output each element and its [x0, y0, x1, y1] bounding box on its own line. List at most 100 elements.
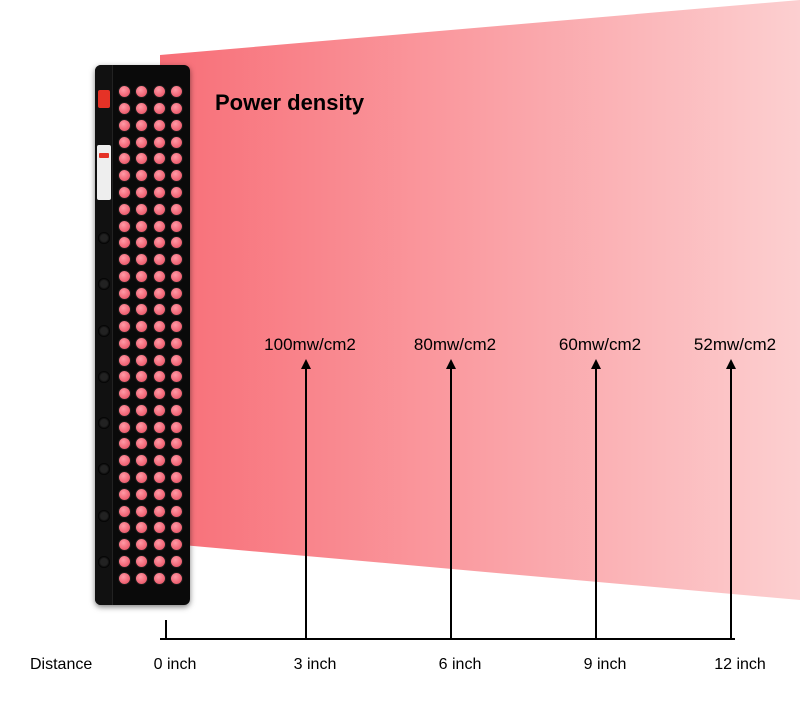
led-icon: [118, 437, 131, 450]
distance-axis-label: Distance: [30, 656, 92, 674]
distance-axis-line: [160, 638, 735, 640]
led-icon: [118, 555, 131, 568]
vent-icon: [98, 232, 110, 244]
led-icon: [118, 370, 131, 383]
led-icon: [118, 186, 131, 199]
led-icon: [135, 119, 148, 132]
led-icon: [170, 387, 183, 400]
led-icon: [118, 236, 131, 249]
led-icon: [153, 437, 166, 450]
led-icon: [135, 505, 148, 518]
chart-title: Power density: [215, 90, 364, 116]
led-icon: [153, 404, 166, 417]
led-icon: [153, 102, 166, 115]
led-icon: [135, 253, 148, 266]
led-icon: [135, 186, 148, 199]
led-icon: [118, 505, 131, 518]
led-icon: [170, 421, 183, 434]
led-icon: [170, 555, 183, 568]
vent-icon: [98, 371, 110, 383]
led-icon: [135, 136, 148, 149]
led-icon: [170, 152, 183, 165]
axis-tick: [165, 620, 167, 638]
arrowhead-icon: [726, 359, 736, 369]
led-icon: [118, 85, 131, 98]
led-icon: [118, 387, 131, 400]
led-icon: [153, 203, 166, 216]
led-icon: [170, 270, 183, 283]
led-icon: [153, 370, 166, 383]
distance-value: 12 inch: [714, 656, 766, 674]
side-vents: [95, 215, 113, 585]
led-icon: [118, 152, 131, 165]
led-icon: [170, 220, 183, 233]
led-icon: [170, 521, 183, 534]
led-icon: [170, 236, 183, 249]
led-icon: [153, 471, 166, 484]
distance-value: 3 inch: [294, 656, 337, 674]
led-icon: [170, 85, 183, 98]
distance-value: 9 inch: [584, 656, 627, 674]
led-icon: [118, 354, 131, 367]
led-icon: [170, 538, 183, 551]
led-icon: [135, 454, 148, 467]
led-icon: [118, 421, 131, 434]
axis-tick: [730, 368, 732, 638]
led-icon: [118, 136, 131, 149]
led-icon: [135, 370, 148, 383]
power-density-value: 52mw/cm2: [694, 335, 776, 355]
led-icon: [135, 437, 148, 450]
led-icon: [153, 505, 166, 518]
led-icon: [118, 337, 131, 350]
led-icon: [153, 454, 166, 467]
led-icon: [170, 454, 183, 467]
led-icon: [153, 421, 166, 434]
led-icon: [135, 152, 148, 165]
led-icon: [135, 287, 148, 300]
led-icon: [153, 555, 166, 568]
led-icon: [153, 387, 166, 400]
led-icon: [170, 572, 183, 585]
distance-value: 6 inch: [439, 656, 482, 674]
led-icon: [135, 538, 148, 551]
led-icon: [153, 572, 166, 585]
led-icon: [135, 354, 148, 367]
axis-tick: [595, 368, 597, 638]
led-icon: [118, 404, 131, 417]
led-icon: [118, 521, 131, 534]
led-icon: [153, 270, 166, 283]
led-icon: [118, 488, 131, 501]
led-icon: [135, 203, 148, 216]
led-icon: [135, 303, 148, 316]
led-icon: [153, 354, 166, 367]
led-icon: [135, 572, 148, 585]
axis-tick: [450, 368, 452, 638]
led-icon: [135, 270, 148, 283]
led-icon: [170, 488, 183, 501]
vent-icon: [98, 463, 110, 475]
vent-icon: [98, 510, 110, 522]
led-icon: [170, 354, 183, 367]
led-icon: [170, 287, 183, 300]
led-grid: [115, 83, 186, 587]
led-icon: [118, 203, 131, 216]
vent-icon: [98, 556, 110, 568]
led-icon: [118, 538, 131, 551]
led-icon: [135, 488, 148, 501]
led-icon: [153, 186, 166, 199]
led-icon: [118, 169, 131, 182]
led-icon: [135, 387, 148, 400]
led-icon: [118, 320, 131, 333]
led-icon: [170, 169, 183, 182]
arrowhead-icon: [446, 359, 456, 369]
led-icon: [153, 337, 166, 350]
led-icon: [118, 270, 131, 283]
led-icon: [135, 236, 148, 249]
led-icon: [153, 538, 166, 551]
led-icon: [170, 102, 183, 115]
led-icon: [170, 370, 183, 383]
led-icon: [118, 471, 131, 484]
led-icon: [135, 102, 148, 115]
control-led-icon: [99, 153, 109, 158]
power-switch-icon: [98, 90, 110, 108]
